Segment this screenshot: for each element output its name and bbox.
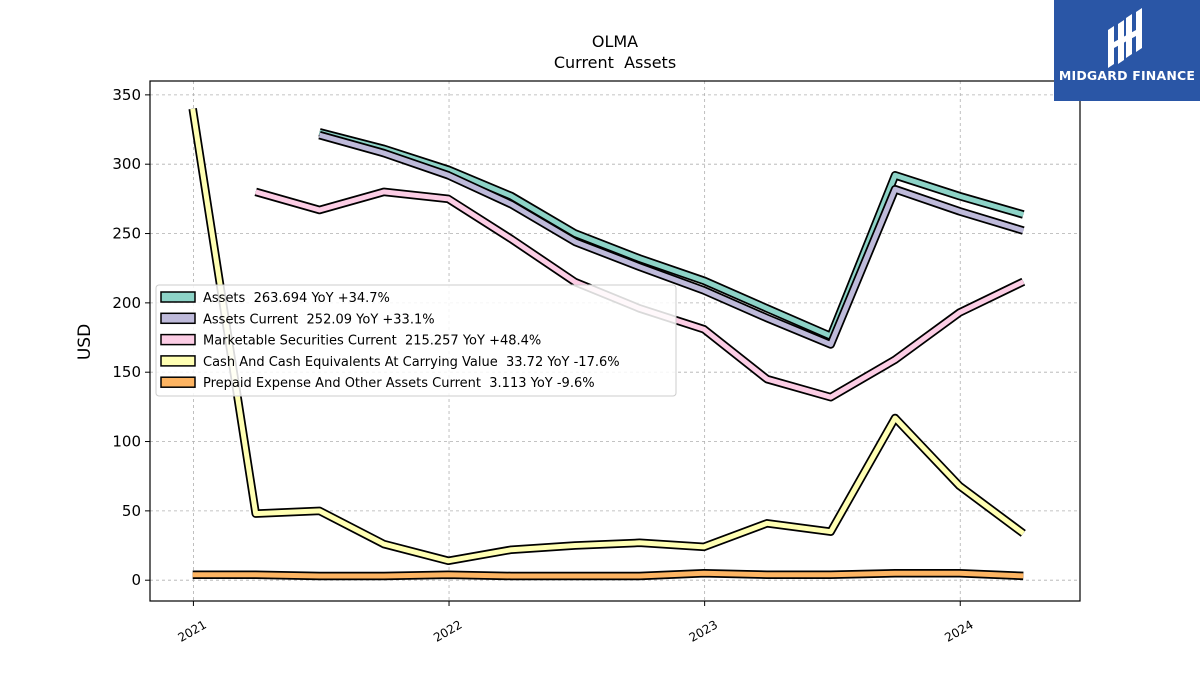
chart-subtitle: Current Assets xyxy=(554,53,676,72)
series-line-3 xyxy=(190,108,1025,564)
legend-swatch-2 xyxy=(160,333,196,346)
y-tick-label: 100 xyxy=(112,433,141,451)
y-tick-label: 300 xyxy=(112,155,141,173)
legend-swatch-4 xyxy=(160,376,196,388)
legend-box xyxy=(155,284,677,397)
y-tick-label: 150 xyxy=(112,363,141,381)
series-line-1 xyxy=(318,132,1025,347)
y-tick-label: 350 xyxy=(112,86,141,104)
chart-title: OLMA xyxy=(592,32,638,51)
series-line-0 xyxy=(318,129,1024,339)
legend-label-0: Assets 263.694 YoY +34.7% xyxy=(203,291,390,306)
legend-swatch-1 xyxy=(160,312,196,325)
brand-mark-icon xyxy=(1108,8,1142,68)
legend-swatch-0 xyxy=(160,291,196,303)
legend-label-2: Marketable Securities Current 215.257 Yo… xyxy=(203,334,541,349)
y-tick-label: 0 xyxy=(131,571,141,589)
y-axis-label: USD xyxy=(75,324,95,360)
x-tick-label: 2021 xyxy=(175,617,208,644)
legend-label-3: Cash And Cash Equivalents At Carrying Va… xyxy=(203,355,620,370)
legend-label-4: Prepaid Expense And Other Assets Current… xyxy=(203,376,595,391)
legend: Assets 263.694 YoY +34.7% Assets Current … xyxy=(155,284,677,397)
x-tick-label: 2022 xyxy=(431,617,464,644)
y-axis: 0 50 100 150 200 250 300 350 xyxy=(112,86,150,589)
plot-frame xyxy=(149,80,1081,602)
legend-swatch-3 xyxy=(160,355,196,367)
brand-logo: MIDGARD FINANCE xyxy=(1054,0,1200,101)
y-tick-label: 50 xyxy=(122,502,141,520)
legend-label-1: Assets Current 252.09 YoY +33.1% xyxy=(203,312,435,327)
x-tick-label: 2024 xyxy=(942,617,975,644)
y-tick-label: 200 xyxy=(112,294,141,312)
brand-name: MIDGARD FINANCE xyxy=(1058,68,1196,83)
x-axis: 2021 2022 2023 2024 xyxy=(175,601,976,645)
series-line-4 xyxy=(192,570,1024,579)
x-tick-label: 2023 xyxy=(687,617,720,644)
y-tick-label: 250 xyxy=(112,225,141,243)
